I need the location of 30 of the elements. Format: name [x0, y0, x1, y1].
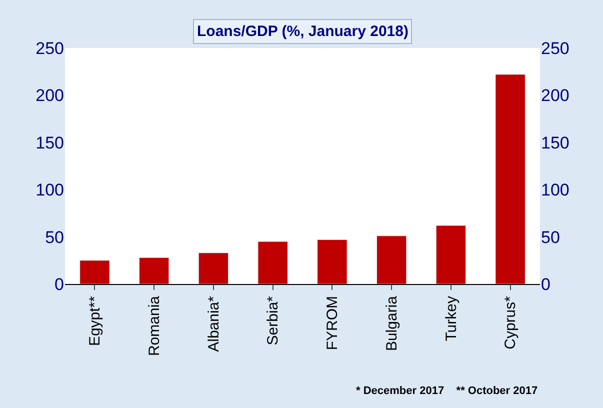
- y-tick-label: 250: [36, 38, 64, 58]
- bar: [376, 236, 407, 284]
- x-tick-label: Turkey: [442, 296, 460, 342]
- x-tick-label: Egypt**: [86, 296, 104, 346]
- bar: [80, 260, 110, 284]
- bar: [317, 239, 348, 284]
- x-tick-label: Cyprus*: [502, 296, 520, 350]
- y-tick-label: 150: [36, 133, 64, 152]
- y2-tick-label: 50: [541, 228, 560, 247]
- y2-tick-label: 200: [541, 86, 570, 106]
- x-tick-label: Serbia*: [264, 296, 282, 346]
- y2-tick-label: 100: [541, 180, 570, 200]
- y2-tick-label: 250: [541, 38, 570, 58]
- text: * December 2017 ** October 2017: [356, 385, 538, 397]
- x-tick-label: FYROM: [324, 296, 342, 350]
- x-tick-label: Albania*: [205, 296, 222, 352]
- x-tick-label: Bulgaria: [383, 295, 400, 352]
- bar: [258, 241, 288, 284]
- x-tick-label: Romania: [146, 295, 163, 356]
- bar: [436, 225, 466, 284]
- y-tick-label: 50: [45, 228, 64, 247]
- bar: [198, 252, 229, 284]
- chart-title: Loans/GDP (%, January 2018): [197, 23, 408, 40]
- bar: [495, 74, 526, 284]
- y-tick-label: 0: [54, 274, 64, 294]
- y2-tick-label: 150: [541, 133, 570, 152]
- y2-tick-label: 0: [541, 274, 550, 294]
- y-tick-label: 100: [36, 180, 64, 200]
- bar: [138, 257, 170, 284]
- y-tick-label: 200: [36, 86, 64, 106]
